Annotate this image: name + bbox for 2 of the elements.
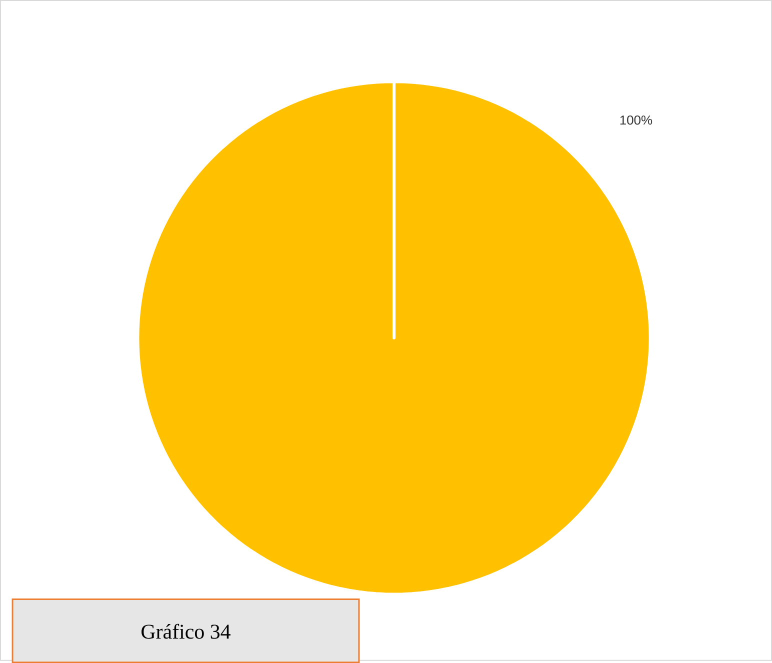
data-label: 100% (620, 115, 652, 125)
text: Gráfico 34 (142, 624, 230, 639)
